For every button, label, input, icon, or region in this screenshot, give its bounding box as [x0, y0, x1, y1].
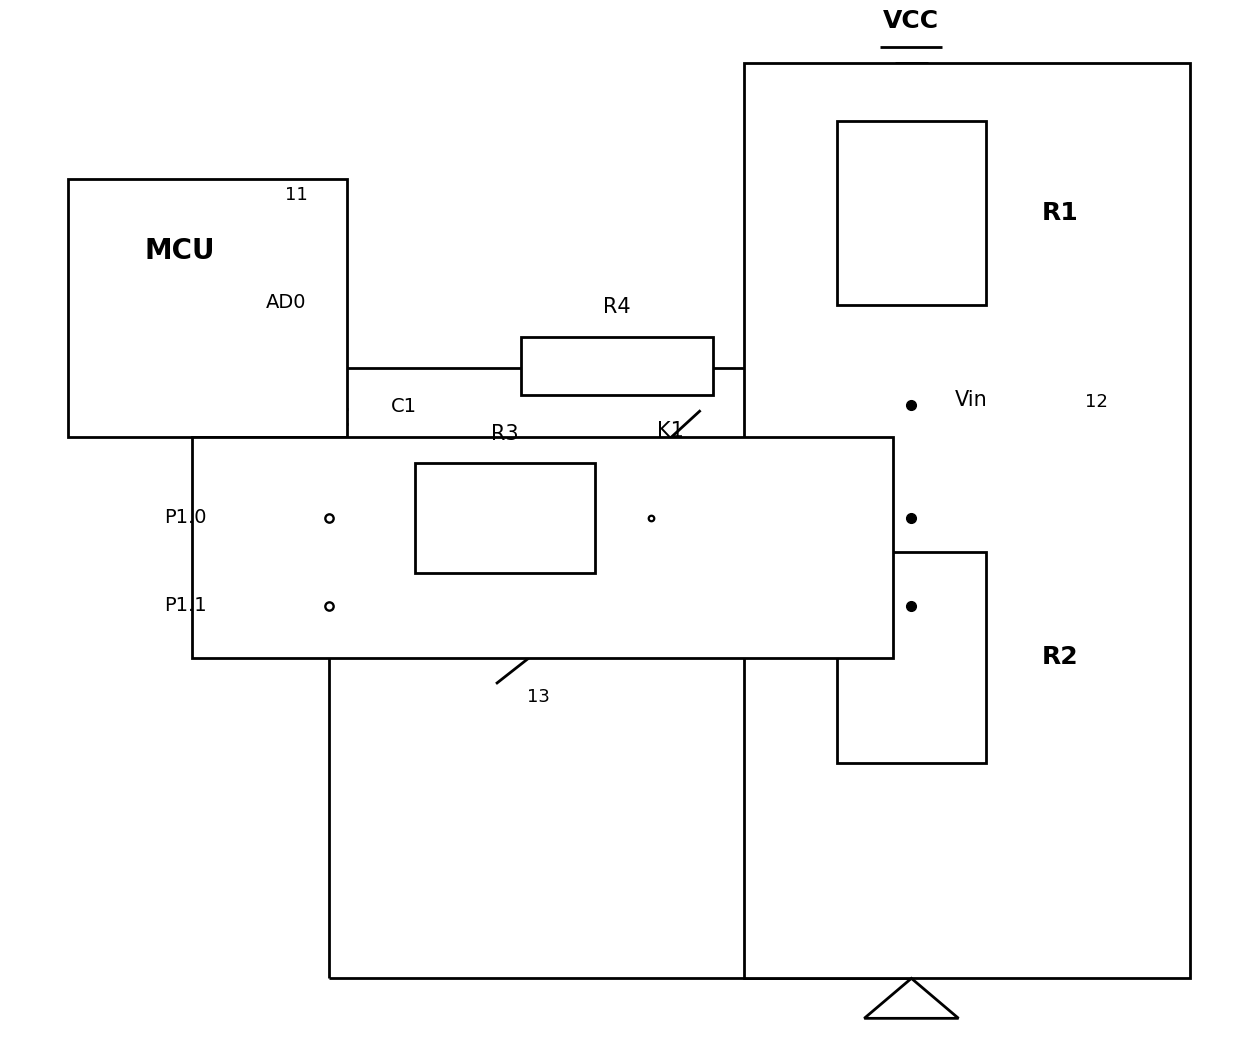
Text: R3: R3 [491, 424, 520, 445]
Text: R4: R4 [603, 297, 631, 318]
Text: R1: R1 [1042, 201, 1079, 225]
Text: P1.0: P1.0 [164, 508, 207, 527]
Text: 12: 12 [1085, 392, 1107, 411]
Text: K1: K1 [657, 421, 684, 442]
Bar [837, 121, 986, 305]
Bar [521, 337, 713, 394]
Bar [415, 463, 595, 573]
Text: AD0: AD0 [265, 294, 306, 312]
Text: 11: 11 [285, 185, 308, 204]
Bar [744, 63, 1190, 978]
Text: P1.1: P1.1 [164, 596, 207, 615]
Text: 13: 13 [527, 688, 549, 707]
Text: MCU: MCU [145, 237, 215, 265]
Text: VCC: VCC [883, 9, 940, 33]
Bar [68, 179, 347, 437]
Text: Vin: Vin [955, 389, 987, 410]
Text: R2: R2 [1042, 646, 1079, 669]
Bar [192, 437, 893, 658]
Text: C1: C1 [391, 397, 417, 416]
Bar [837, 552, 986, 763]
